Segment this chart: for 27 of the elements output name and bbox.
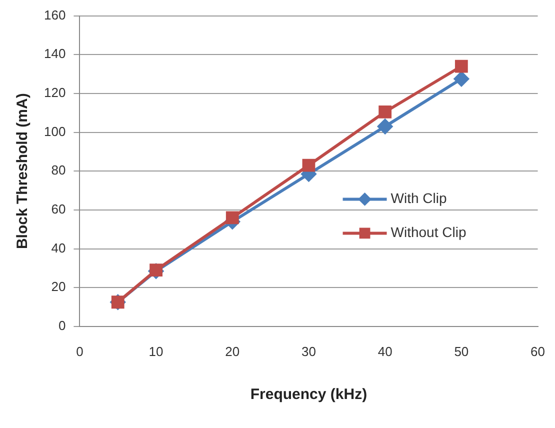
y-tick-label: 20 — [51, 279, 66, 294]
y-tick-label: 60 — [51, 202, 66, 217]
x-tick-label: 60 — [530, 344, 546, 359]
y-tick-label: 160 — [44, 7, 66, 22]
y-tick-label: 0 — [58, 318, 66, 333]
point — [378, 118, 393, 134]
x-axis-title: Frequency (kHz) — [250, 386, 368, 404]
point — [150, 264, 162, 277]
x-tick-label: 30 — [301, 344, 316, 359]
y-axis-title: Block Threshold (mA) — [14, 93, 32, 250]
y-tick-label: 140 — [44, 46, 66, 62]
y-tick-label: 100 — [44, 124, 66, 139]
legend-label: Without Clip — [390, 224, 466, 240]
x-tick-label: 40 — [378, 344, 392, 359]
legend-label: With Clip — [390, 190, 447, 206]
point — [226, 211, 239, 224]
x-tick-label: 10 — [148, 344, 164, 359]
y-tick-label: 120 — [44, 85, 66, 100]
y-tick-label: 80 — [51, 162, 66, 178]
y-tick-label: 40 — [51, 240, 66, 256]
x-tick-label: 20 — [225, 344, 240, 359]
x-tick-label: 0 — [76, 344, 84, 359]
point — [378, 105, 392, 118]
point — [454, 71, 469, 86]
x-tick-label: 50 — [454, 344, 469, 359]
point — [302, 158, 316, 172]
point — [454, 60, 468, 73]
